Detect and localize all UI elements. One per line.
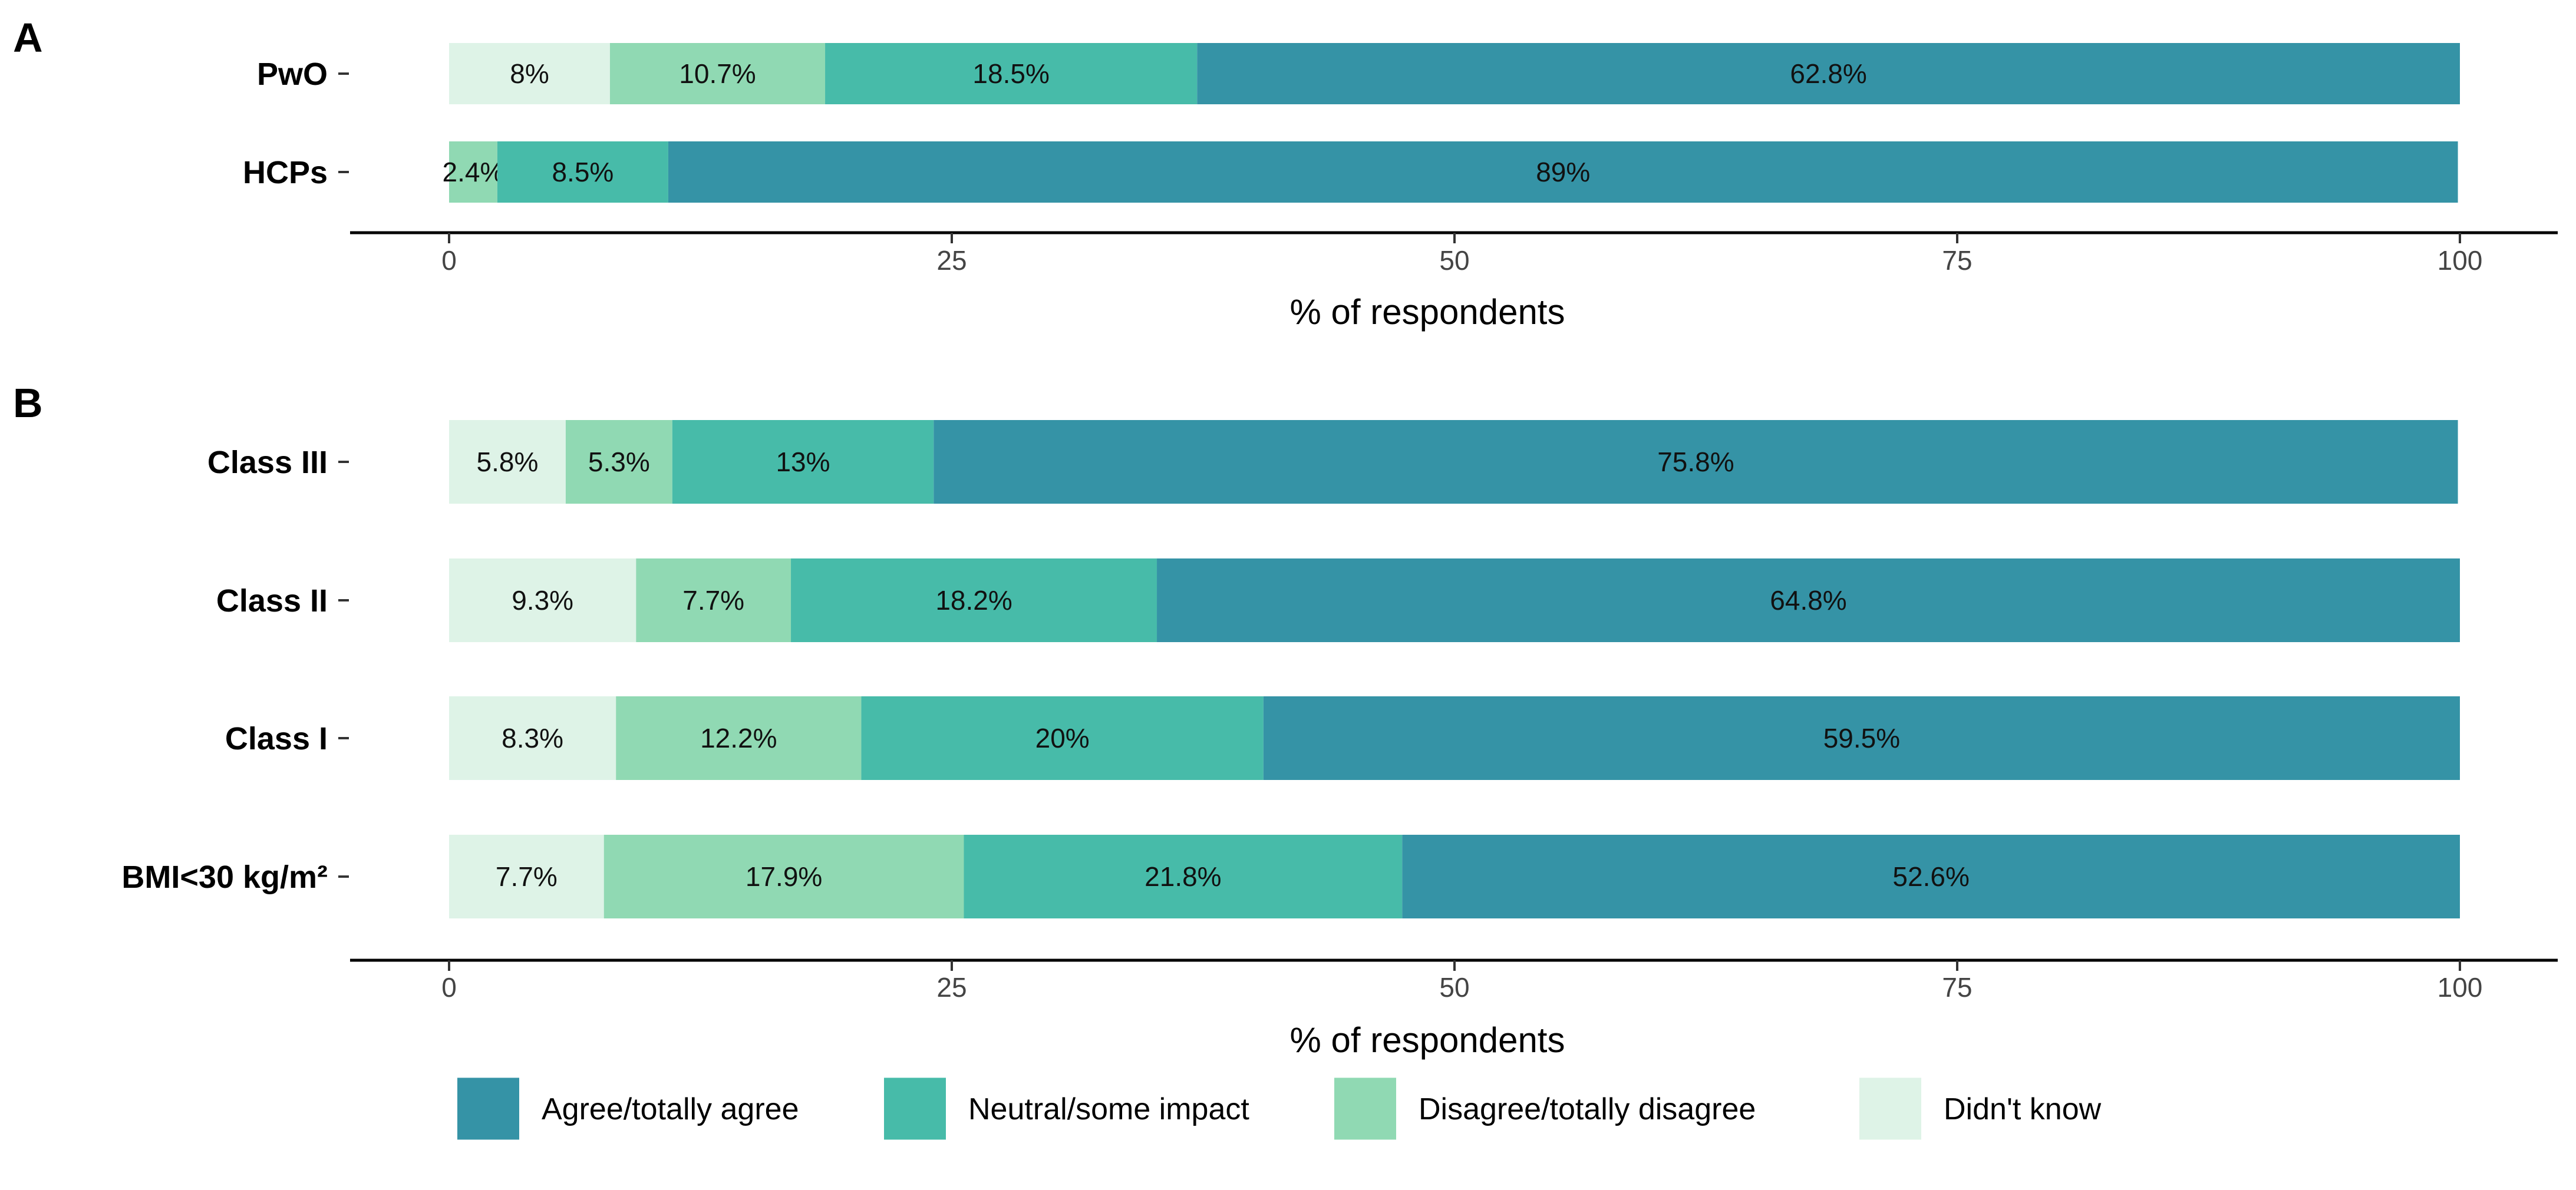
panel-a-data-label-pwo-didn-t-know: 8% xyxy=(510,58,549,89)
panel-b-bar-class-iii-disagree-totally-disagree xyxy=(565,420,672,504)
panel-a-bar-hcps-disagree-totally-disagree xyxy=(449,141,497,203)
panel-b-data-label-class-iii-agree-totally-agree: 75.8% xyxy=(1657,447,1734,477)
panel-a-category-label-pwo: PwO xyxy=(257,57,328,92)
panel-b-data-label-class-iii-didn-t-know: 5.8% xyxy=(477,447,539,477)
panel-b-category-label-class-iii: Class III xyxy=(207,445,328,480)
legend-key-agree-totally-agree xyxy=(457,1077,519,1140)
panel-a-data-label-pwo-disagree-totally-disagree: 10.7% xyxy=(679,58,756,89)
panel-b-bar-class-i-neutral-some-impact xyxy=(861,696,1264,780)
panel-a-letter: A xyxy=(13,15,43,61)
panel-b-bar-bmi-30-kg-m-didn-t-know xyxy=(449,835,604,918)
panel-b-data-label-class-i-didn-t-know: 8.3% xyxy=(502,723,563,753)
legend-label-agree-totally-agree: Agree/totally agree xyxy=(542,1092,799,1126)
panel-b-data-label-class-i-neutral-some-impact: 20% xyxy=(1035,723,1090,753)
panel-b-bar-class-iii-agree-totally-agree xyxy=(934,420,2458,504)
panel-b-data-label-class-i-agree-totally-agree: 59.5% xyxy=(1823,723,1900,753)
panel-b-bar-class-ii-disagree-totally-disagree xyxy=(636,558,791,642)
panel-b-bar-class-ii-neutral-some-impact xyxy=(791,558,1157,642)
panel-b-bar-class-ii-didn-t-know xyxy=(449,558,636,642)
panel-b-bar-class-i-disagree-totally-disagree xyxy=(616,696,862,780)
panel-b-data-label-class-iii-disagree-totally-disagree: 5.3% xyxy=(588,447,650,477)
panel-b-xtick-label-0: 0 xyxy=(441,972,457,1003)
panel-b-bar-class-i-didn-t-know xyxy=(449,696,616,780)
panel-b-data-label-class-i-disagree-totally-disagree: 12.2% xyxy=(700,723,777,753)
panel-a-xtick-label-0: 0 xyxy=(441,245,457,276)
panel-a-x-axis-title: % of respondents xyxy=(1290,292,1565,332)
panel-a-xtick-label-50: 50 xyxy=(1439,245,1469,276)
legend-label-neutral-some-impact: Neutral/some impact xyxy=(968,1092,1249,1126)
panel-b-data-label-class-iii-neutral-some-impact: 13% xyxy=(776,447,830,477)
panel-b-bar-bmi-30-kg-m-disagree-totally-disagree xyxy=(603,835,964,918)
panel-a-category-label-hcps: HCPs xyxy=(243,155,328,190)
panel-b-bar-bmi-30-kg-m-agree-totally-agree xyxy=(1402,835,2460,918)
panel-b-bar-class-ii-agree-totally-agree xyxy=(1157,558,2460,642)
panel-b-category-label-class-i: Class I xyxy=(225,721,328,756)
panel-b-data-label-bmi-30-kg-m-disagree-totally-disagree: 17.9% xyxy=(746,861,822,892)
panel-b-bar-bmi-30-kg-m-neutral-some-impact xyxy=(964,835,1403,918)
panel-a-data-label-pwo-agree-totally-agree: 62.8% xyxy=(1790,58,1866,89)
legend-label-disagree-totally-disagree: Disagree/totally disagree xyxy=(1419,1092,1756,1126)
panel-b-data-label-bmi-30-kg-m-didn-t-know: 7.7% xyxy=(496,861,558,892)
panel-b-bar-class-i-agree-totally-agree xyxy=(1263,696,2460,780)
panel-a-bar-pwo-neutral-some-impact xyxy=(825,43,1198,104)
legend-key-disagree-totally-disagree xyxy=(1334,1077,1396,1140)
panel-a-data-label-hcps-agree-totally-agree: 89% xyxy=(1536,157,1590,187)
panel-b-data-label-class-ii-didn-t-know: 9.3% xyxy=(512,585,573,616)
panel-b-xtick-label-50: 50 xyxy=(1439,972,1469,1003)
panel-a-bar-pwo-agree-totally-agree xyxy=(1197,43,2460,104)
legend-key-neutral-some-impact xyxy=(884,1077,946,1140)
legend-label-didn-t-know: Didn't know xyxy=(1944,1092,2102,1126)
panel-b-data-label-class-ii-disagree-totally-disagree: 7.7% xyxy=(682,585,744,616)
panel-b-letter: B xyxy=(13,380,43,426)
panel-b-category-label-class-ii: Class II xyxy=(216,583,328,619)
panel-a-xtick-label-75: 75 xyxy=(1942,245,1972,276)
panel-b-xtick-label-75: 75 xyxy=(1942,972,1972,1003)
panel-b-category-label-bmi-30-kg-m: BMI<30 kg/m² xyxy=(121,860,328,895)
panel-b-data-label-class-ii-neutral-some-impact: 18.2% xyxy=(935,585,1012,616)
panel-b-data-label-bmi-30-kg-m-neutral-some-impact: 21.8% xyxy=(1144,861,1221,892)
panel-a-bar-pwo-didn-t-know xyxy=(449,43,610,104)
panel-b-bar-class-iii-neutral-some-impact xyxy=(672,420,934,504)
panel-b-data-label-bmi-30-kg-m-agree-totally-agree: 52.6% xyxy=(1892,861,1969,892)
panel-a-data-label-hcps-disagree-totally-disagree: 2.4% xyxy=(443,157,504,187)
panel-a-xtick-label-25: 25 xyxy=(936,245,967,276)
panel-a-data-label-hcps-neutral-some-impact: 8.5% xyxy=(552,157,614,187)
panel-a-bar-hcps-neutral-some-impact xyxy=(497,141,668,203)
panel-b-bar-class-iii-didn-t-know xyxy=(449,420,566,504)
panel-b-data-label-class-ii-agree-totally-agree: 64.8% xyxy=(1770,585,1846,616)
panel-b-xtick-label-100: 100 xyxy=(2438,972,2483,1003)
panel-b-xtick-label-25: 25 xyxy=(936,972,967,1003)
panel-a-xtick-label-100: 100 xyxy=(2438,245,2483,276)
panel-a-data-label-pwo-neutral-some-impact: 18.5% xyxy=(972,58,1049,89)
panel-b-x-axis-title: % of respondents xyxy=(1290,1020,1565,1060)
panel-a-bar-hcps-agree-totally-agree xyxy=(668,141,2458,203)
panel-a-bar-pwo-disagree-totally-disagree xyxy=(609,43,826,104)
legend-key-didn-t-know xyxy=(1859,1077,1921,1140)
